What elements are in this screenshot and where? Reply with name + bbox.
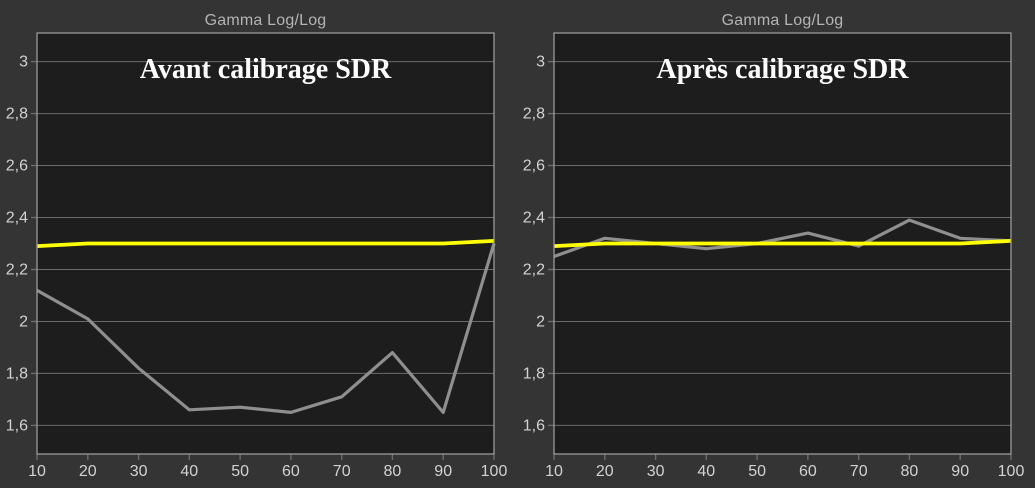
x-ticks: 10 20 30 40 50 60 70 80 90 100 <box>28 454 507 480</box>
measured-gamma-line <box>553 218 1012 259</box>
svg-text:1,6: 1,6 <box>523 417 545 434</box>
plot-border <box>553 32 1012 455</box>
plot-border <box>36 32 495 455</box>
gridlines-and-y-ticks: 3 2,8 2,6 2,4 2,2 2 1,8 1,6 <box>6 54 494 434</box>
x-ticks: 10 20 30 40 50 60 70 80 90 100 <box>545 454 1024 480</box>
chart-title: Gamma Log/Log <box>204 12 327 29</box>
measured-gamma-line <box>36 243 496 414</box>
svg-text:60: 60 <box>282 463 300 480</box>
chart-annotation: Après calibrage SDR <box>656 54 909 85</box>
chart-before-calibration: Gamma Log/Log Avant calibrage SDR 3 2,8 2,… <box>0 0 517 488</box>
svg-text:2: 2 <box>536 314 545 331</box>
svg-text:20: 20 <box>596 463 614 480</box>
svg-text:1,8: 1,8 <box>523 365 545 382</box>
svg-text:2,2: 2,2 <box>6 262 28 279</box>
svg-text:40: 40 <box>180 463 198 480</box>
gamma-chart-after: 32,82,62,42,221,81,610 20 30 40 50 60 70 80 90 10… <box>523 32 1024 480</box>
svg-text:2: 2 <box>19 314 28 331</box>
chart-annotation: Avant calibrage SDR <box>139 54 392 85</box>
svg-text:3: 3 <box>19 54 28 71</box>
svg-text:10: 10 <box>545 463 563 480</box>
svg-text:30: 30 <box>647 463 665 480</box>
svg-text:2,8: 2,8 <box>6 106 28 123</box>
svg-text:2,4: 2,4 <box>6 210 28 227</box>
svg-text:1,8: 1,8 <box>6 365 28 382</box>
svg-text:3: 3 <box>536 54 545 71</box>
svg-text:90: 90 <box>951 463 969 480</box>
svg-text:100: 100 <box>481 463 508 480</box>
svg-text:80: 80 <box>384 463 402 480</box>
svg-text:2,8: 2,8 <box>523 106 545 123</box>
svg-text:70: 70 <box>333 463 351 480</box>
svg-text:30: 30 <box>130 463 148 480</box>
svg-text:60: 60 <box>799 463 817 480</box>
svg-text:20: 20 <box>79 463 97 480</box>
svg-text:50: 50 <box>748 463 766 480</box>
svg-text:70: 70 <box>850 463 868 480</box>
svg-text:10: 10 <box>28 463 46 480</box>
svg-text:1,6: 1,6 <box>6 417 28 434</box>
svg-text:2,6: 2,6 <box>6 158 28 175</box>
target-gamma-line <box>553 239 1012 248</box>
svg-text:100: 100 <box>998 463 1025 480</box>
svg-text:2,2: 2,2 <box>523 262 545 279</box>
svg-text:2,4: 2,4 <box>523 210 545 227</box>
svg-text:50: 50 <box>231 463 249 480</box>
chart-title: Gamma Log/Log <box>721 12 844 29</box>
gridlines-and-y-ticks: 3 2,8 2,6 2,4 2,2 2 1,8 1,6 <box>523 54 1011 434</box>
target-gamma-line <box>36 239 495 248</box>
svg-text:40: 40 <box>697 463 715 480</box>
gamma-chart-before: 32,82,62,42,221,81,610 20 30 40 50 60 70 80 90 10… <box>6 32 507 480</box>
svg-text:2,6: 2,6 <box>523 158 545 175</box>
svg-text:90: 90 <box>434 463 452 480</box>
svg-text:80: 80 <box>901 463 919 480</box>
chart-after-calibration: Gamma Log/Log Après calibrage SDR 3 2,8 2,… <box>517 0 1034 488</box>
